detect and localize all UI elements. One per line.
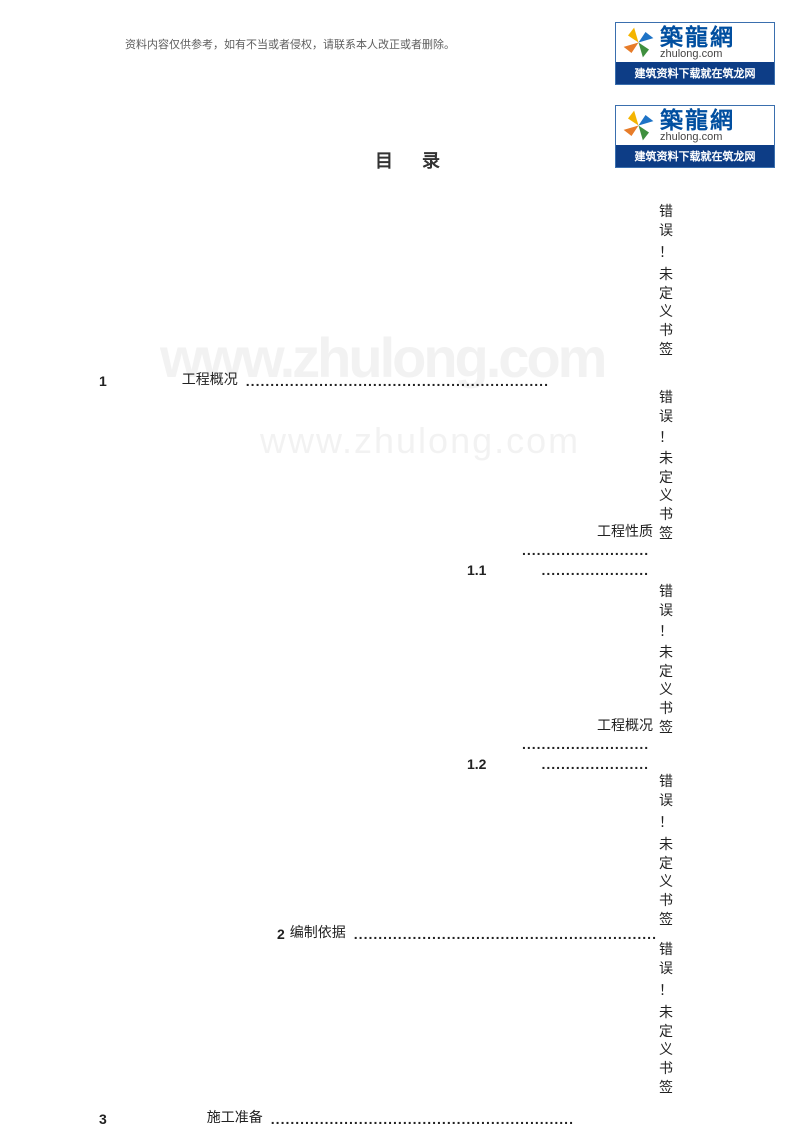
toc-leader-dots: .......................... [522,736,649,752]
toc-sub-label: 工程性质 [597,521,653,541]
pinwheel-icon [621,25,656,60]
toc-leader-dots: ........................................… [271,1111,657,1127]
header-disclaimer: 资料内容仅供参考，如有不当或者侵权，请联系本人改正或者删除。 [125,36,455,52]
error-bookmark-1: 错误 ！ 未定 义书 签 [657,202,675,359]
toc-leader-dots: .......................... [522,542,649,558]
toc-number: 2 [277,926,285,942]
toc-label: 工程概况 [182,369,238,389]
toc-number: 3 [99,1111,107,1127]
toc-subentry-1-1: 工程性质 .......................... 1.1 ....… [467,521,653,578]
toc-label: 编制依据 [290,922,346,942]
logo-badge-top: 築龍網 zhulong.com 建筑资料下载就在筑龙网 [615,22,775,85]
toc-number: 1 [99,373,107,389]
logo-cn-text: 築龍網 [660,109,735,132]
toc-entry-1: 1 工程概况 .................................… [99,369,657,389]
toc-leader-dots: ...................... [541,562,649,578]
toc-sub-label: 工程概况 [597,715,653,735]
toc-leader-dots: ...................... [541,756,649,772]
logo-bar-text: 建筑资料下载就在筑龙网 [616,145,774,167]
error-bookmark-2: 错误 ！ 未定 义书 签 [657,388,675,543]
toc-entry-2: 2 编制依据 .................................… [277,922,657,942]
error-bookmark-5: 错误 ！ 未定 义书 签 [657,940,675,1097]
toc-leader-dots: ........................................… [246,373,657,389]
logo-bar-text: 建筑资料下载就在筑龙网 [616,62,774,84]
toc-sub-number: 1.2 [467,756,486,772]
page-title: 目 录 [375,147,452,173]
pinwheel-icon [621,108,656,143]
error-bookmark-3: 错误 ！ 未定 义书 签 [657,582,675,737]
logo-cn-text: 築龍網 [660,26,735,49]
logo-badge-second: 築龍網 zhulong.com 建筑资料下载就在筑龙网 [615,105,775,168]
logo-url-text: zhulong.com [660,49,735,60]
toc-entry-3: 3 施工准备 .................................… [99,1107,657,1127]
toc-subentry-1-2: 工程概况 .......................... 1.2 ....… [467,715,653,772]
toc-sub-number: 1.1 [467,562,486,578]
toc-leader-dots: ........................................… [354,926,657,942]
logo-url-text: zhulong.com [660,132,735,143]
toc-label: 施工准备 [207,1107,263,1127]
error-bookmark-4: 错误 ！ 未定 义书 签 [657,772,675,929]
